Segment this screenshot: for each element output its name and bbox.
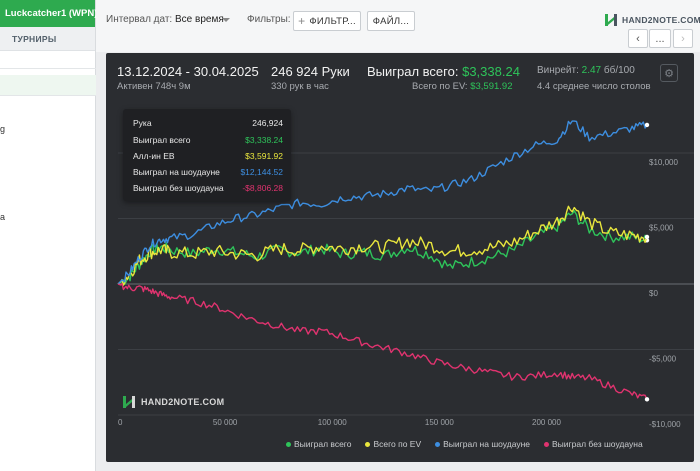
chevron-right-icon: › [681,32,685,45]
tooltip-row: Выиграл на шоудауне $12,144.52 [133,167,283,177]
legend-item[interactable]: Выиграл без шоудауна [544,439,643,449]
divider [0,68,96,69]
nav-next-button[interactable]: › [673,29,693,48]
legend-label: Всего по EV [373,439,422,449]
sidebar-tab-label: ТУРНИРЫ [12,33,57,44]
left-sidebar: Luckcatcher1 (WPN) ТУРНИРЫ g а [0,0,111,471]
winrate-value: 2.47 [581,65,602,76]
y-tick-label: $5,000 [649,224,674,233]
tooltip-value: $12,144.52 [240,167,283,177]
x-tick-label: 0 [118,418,123,427]
series-line [117,205,648,286]
series-end-point [644,397,650,402]
tooltip-row: Выиграл всего $3,338.24 [133,135,283,145]
graph-panel: 13.12.2024 - 30.04.2025 Активен 748ч 9м … [106,53,694,462]
h2n-logo-icon [605,14,617,26]
filters-label: Фильтры: [247,14,291,25]
won-total: Выиграл всего: $3,338.24 [367,64,520,79]
nav-prev-button[interactable]: ‹ [628,29,648,48]
legend-label: Выиграл всего [294,439,352,449]
tooltip-value: -$8,806.28 [242,183,283,193]
tooltip-row: Рука 246,924 [133,118,283,128]
tooltip-label: Выиграл всего [133,135,191,145]
account-label: Luckcatcher1 (WPN) [5,8,98,19]
legend-dot [365,441,371,447]
x-tick-label: 100 000 [318,418,347,427]
avg-tables: 4.4 среднее число столов [537,81,651,92]
legend-item[interactable]: Всего по EV [365,439,421,449]
winrate: Винрейт: 2.47 бб/100 [537,65,635,76]
date-range-select[interactable]: Все время [175,14,224,25]
y-tick-label: -$10,000 [649,420,681,429]
y-tick-label: $10,000 [649,158,678,167]
top-toolbar: Интервал дат: Все время Фильтры: + ФИЛЬТ… [96,0,700,52]
series-end-point [644,234,650,240]
date-range-label: Интервал дат: [106,14,173,25]
active-time: Активен 748ч 9м [117,81,191,92]
x-tick-label: 50 000 [213,418,238,427]
won-total-label: Выиграл всего: [367,64,459,79]
divider [0,95,96,96]
chart-legend: Выиграл всего Всего по EV Выиграл на шоу… [286,439,643,449]
date-range-summary: 13.12.2024 - 30.04.2025 [117,64,259,79]
tooltip-value: $3,338.24 [245,135,283,145]
tooltip-value: $3,591.92 [245,151,283,161]
legend-item[interactable]: Выиграл всего [286,439,351,449]
tooltip-row: Выиграл без шоудауна -$8,806.28 [133,183,283,193]
y-tick-label: $0 [649,289,658,298]
winrate-unit: бб/100 [603,65,635,76]
more-icon: ... [655,32,665,45]
winrate-label: Винрейт: [537,65,579,76]
legend-label: Выиграл на шоудауне [443,439,531,449]
series-line [117,282,648,400]
hands-per-hour: 330 рук в час [271,81,329,92]
legend-dot [286,441,291,447]
hands-count: 246 924 Руки [271,64,350,79]
x-tick-label: 200 000 [532,418,561,427]
tooltip-row: Алл-ин EB $3,591.92 [133,151,283,161]
file-button[interactable]: ФАЙЛ... [367,11,415,31]
h2n-logo-icon [123,396,135,408]
sidebar-item-fragment[interactable]: g [0,124,6,134]
series-end-point [644,122,650,128]
filter-button[interactable]: + ФИЛЬТР... [293,11,361,31]
legend-label: Выиграл без шоудауна [552,439,643,449]
plus-icon: + [298,14,306,28]
won-ev-label: Всего по EV: [412,81,468,92]
brand-logo: HAND2NOTE.COM [604,13,700,27]
sidebar-item-fragment[interactable]: а [0,212,6,222]
series-line [117,120,648,285]
sidebar-tab-tournaments[interactable]: ТУРНИРЫ [0,27,95,51]
y-tick-label: -$5,000 [649,355,677,364]
nav-more-button[interactable]: ... [649,29,671,48]
legend-item[interactable]: Выиграл на шоудауне [435,439,530,449]
hover-tooltip: Рука 246,924 Выиграл всего $3,338.24 Алл-и… [123,109,291,201]
won-ev-value: $3,591.92 [470,81,513,92]
gear-icon[interactable]: ⚙ [660,64,678,82]
watermark-text: HAND2NOTE.COM [141,397,225,407]
tooltip-value: 246,924 [252,118,283,128]
series-line [117,210,648,286]
sidebar-item-selected[interactable] [0,75,96,95]
tooltip-label: Рука [133,118,152,128]
watermark: HAND2NOTE.COM [122,395,224,409]
filter-button-label: ФИЛЬТР... [309,15,356,27]
chevron-left-icon: ‹ [636,32,640,45]
tooltip-label: Алл-ин EB [133,151,175,161]
graph-chart: $10,000 $5,000 $0 -$5,000 -$10,000 0 50 000 100… [117,120,694,429]
legend-dot [544,441,550,447]
brand-name: HAND2NOTE.COM [622,15,700,25]
tooltip-label: Выиграл без шоудауна [133,183,224,193]
legend-dot [435,441,441,447]
x-tick-label: 150 000 [425,418,454,427]
won-ev: Всего по EV: $3,591.92 [412,81,512,92]
account-selector[interactable]: Luckcatcher1 (WPN) [0,0,111,27]
chevron-down-icon[interactable] [222,18,230,22]
file-button-label: ФАЙЛ... [372,15,410,27]
tooltip-label: Выиграл на шоудауне [133,167,220,177]
won-total-value: $3,338.24 [462,64,520,79]
